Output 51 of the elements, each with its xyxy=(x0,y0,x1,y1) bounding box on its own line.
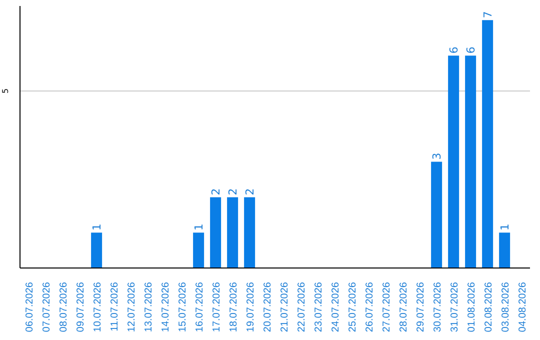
x-tick-label: 11.07.2026 xyxy=(110,282,120,332)
x-tick-label: 04.08.2026 xyxy=(518,282,528,332)
x-tick-label: 30.07.2026 xyxy=(432,282,444,332)
x-tick-label: 29.07.2026 xyxy=(416,282,426,332)
bar xyxy=(499,232,510,268)
x-tick-label: 20.07.2026 xyxy=(262,282,274,332)
data-label: 1 xyxy=(90,224,104,231)
x-tick-label: 28.07.2026 xyxy=(398,282,410,332)
bar xyxy=(193,232,204,268)
x-tick-label: 01.08.2026 xyxy=(466,282,478,332)
data-label: 2 xyxy=(210,188,223,196)
x-tick-label: 23.07.2026 xyxy=(314,282,324,332)
x-tick-label: 16.07.2026 xyxy=(194,282,206,332)
x-tick-label: 21.07.2026 xyxy=(280,282,290,332)
x-tick-label: 02.08.2026 xyxy=(484,282,494,332)
data-label: 7 xyxy=(482,11,495,18)
x-tick-label: 19.07.2026 xyxy=(246,282,256,332)
data-label: 6 xyxy=(448,46,461,54)
data-label: 1 xyxy=(192,224,206,231)
bar xyxy=(91,232,102,268)
bar xyxy=(210,197,222,268)
x-tick-label: 07.07.2026 xyxy=(42,282,52,332)
bar xyxy=(448,56,460,268)
data-label: 1 xyxy=(498,224,512,231)
bar xyxy=(227,197,238,268)
x-tick-label: 08.07.2026 xyxy=(58,282,70,332)
x-tick-label: 18.07.2026 xyxy=(228,282,240,332)
data-label: 3 xyxy=(430,152,444,160)
x-tick-label: 17.07.2026 xyxy=(212,282,222,332)
bar xyxy=(482,20,494,268)
x-tick-label: 31.07.2026 xyxy=(450,282,460,332)
data-label: 2 xyxy=(226,188,240,196)
x-tick-label: 10.07.2026 xyxy=(92,282,104,332)
x-tick-label: 09.07.2026 xyxy=(76,282,86,332)
x-tick-label: 26.07.2026 xyxy=(364,282,376,332)
x-tick-label: 06.07.2026 xyxy=(24,282,36,332)
y-tick-label: 5 xyxy=(1,88,10,94)
x-tick-label: 27.07.2026 xyxy=(382,282,392,332)
x-tick-label: 12.07.2026 xyxy=(126,282,138,332)
bar xyxy=(431,162,442,268)
x-tick-label: 25.07.2026 xyxy=(348,282,358,332)
x-tick-label: 14.07.2026 xyxy=(160,282,172,332)
bar xyxy=(465,56,476,268)
x-tick-label: 22.07.2026 xyxy=(296,282,308,332)
bar xyxy=(244,197,256,268)
x-tick-label: 15.07.2026 xyxy=(178,282,188,332)
x-tick-label: 24.07.2026 xyxy=(330,282,342,332)
data-label: 6 xyxy=(464,46,478,54)
data-label: 2 xyxy=(244,188,257,196)
x-tick-label: 03.08.2026 xyxy=(500,282,512,332)
x-tick-label: 13.07.2026 xyxy=(144,282,154,332)
